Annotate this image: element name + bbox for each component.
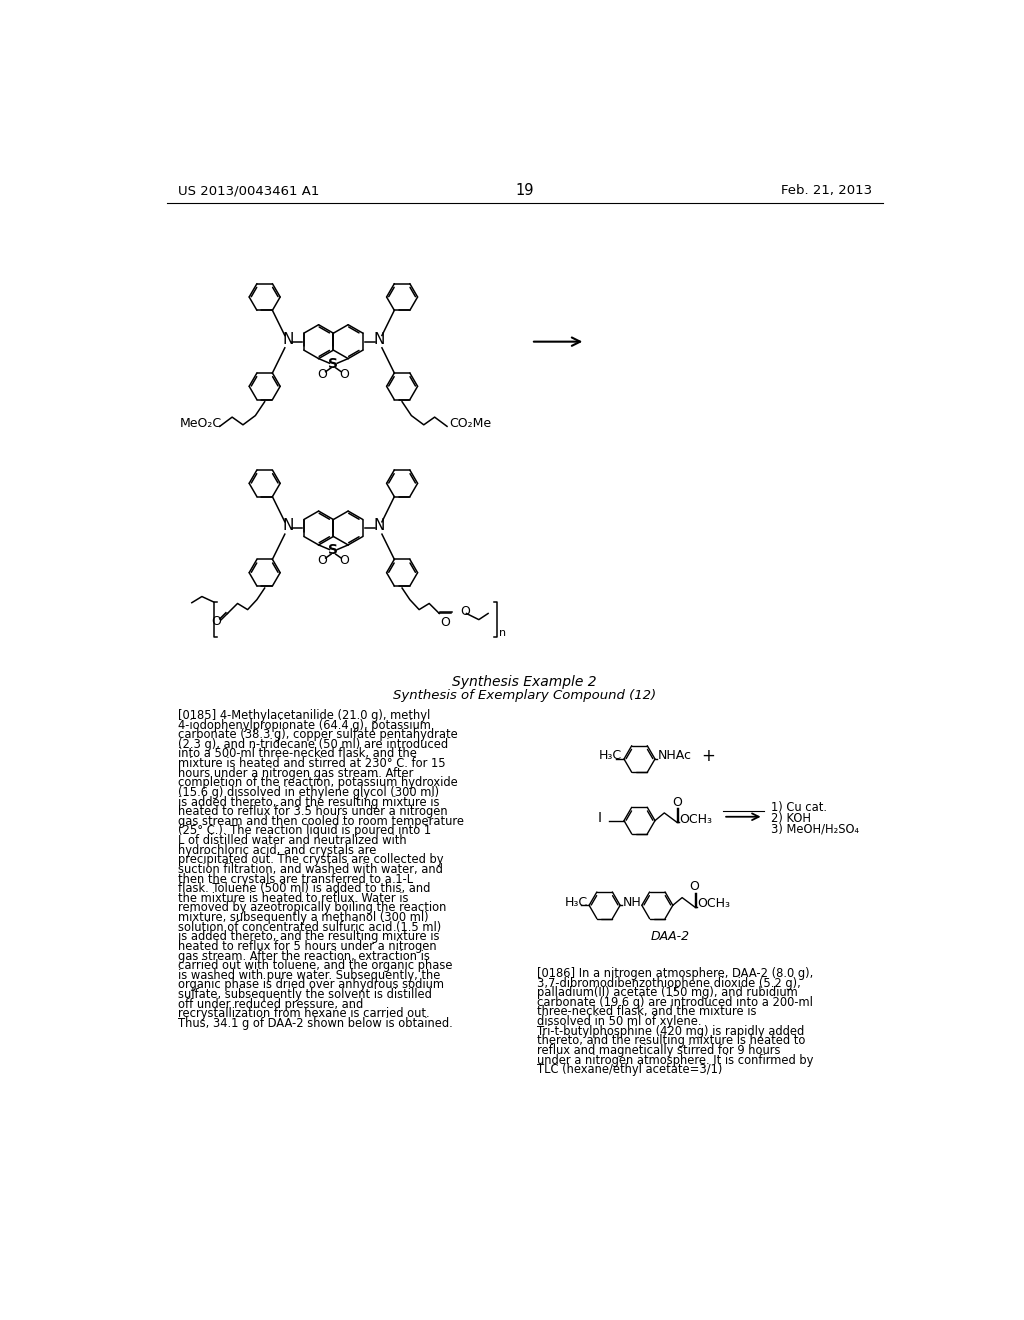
Text: H₃C: H₃C [564,896,588,908]
Text: OCH₃: OCH₃ [697,898,730,911]
Text: the mixture is heated to reflux. Water is: the mixture is heated to reflux. Water i… [178,892,409,904]
Text: NH: NH [623,896,641,908]
Text: (15.6 g) dissolved in ethylene glycol (300 ml): (15.6 g) dissolved in ethylene glycol (3… [178,785,439,799]
Text: O: O [339,367,349,380]
Text: N: N [373,331,385,347]
Text: 2) KOH: 2) KOH [771,812,811,825]
Text: hydrochloric acid, and crystals are: hydrochloric acid, and crystals are [178,843,377,857]
Text: carbonate (38.3 g), copper sulfate pentahydrate: carbonate (38.3 g), copper sulfate penta… [178,729,458,742]
Text: I: I [597,810,601,825]
Text: recrystallization from hexane is carried out.: recrystallization from hexane is carried… [178,1007,430,1020]
Text: [0185] 4-Methylacetanilide (21.0 g), methyl: [0185] 4-Methylacetanilide (21.0 g), met… [178,709,431,722]
Text: O: O [211,615,221,628]
Text: thereto, and the resulting mixture is heated to: thereto, and the resulting mixture is he… [538,1035,806,1047]
Text: carbonate (19.6 g) are introduced into a 200-ml: carbonate (19.6 g) are introduced into a… [538,995,813,1008]
Text: organic phase is dried over anhydrous sodium: organic phase is dried over anhydrous so… [178,978,444,991]
Text: gas stream. After the reaction, extraction is: gas stream. After the reaction, extracti… [178,949,430,962]
Text: is washed with pure water. Subsequently, the: is washed with pure water. Subsequently,… [178,969,440,982]
Text: S: S [329,356,338,371]
Text: N: N [373,519,385,533]
Text: flask. Toluene (500 ml) is added to this, and: flask. Toluene (500 ml) is added to this… [178,882,431,895]
Text: N: N [283,331,294,347]
Text: mixture, subsequently a methanol (300 ml): mixture, subsequently a methanol (300 ml… [178,911,429,924]
Text: Synthesis Example 2: Synthesis Example 2 [453,675,597,689]
Text: S: S [329,544,338,557]
Text: sulfate, subsequently the solvent is distilled: sulfate, subsequently the solvent is dis… [178,989,432,1001]
Text: O: O [672,796,682,809]
Text: gas stream and then cooled to room temperature: gas stream and then cooled to room tempe… [178,814,464,828]
Text: solution of concentrated sulfuric acid (1.5 ml): solution of concentrated sulfuric acid (… [178,921,441,933]
Text: O: O [317,367,328,380]
Text: precipitated out. The crystals are collected by: precipitated out. The crystals are colle… [178,853,443,866]
Text: under a nitrogen atmosphere. It is confirmed by: under a nitrogen atmosphere. It is confi… [538,1053,814,1067]
Text: palladium(II) acetate (150 mg), and rubidium: palladium(II) acetate (150 mg), and rubi… [538,986,798,999]
Text: mixture is heated and stirred at 230° C. for 15: mixture is heated and stirred at 230° C.… [178,758,446,770]
Text: MeO₂C: MeO₂C [179,417,221,430]
Text: Synthesis of Exemplary Compound (12): Synthesis of Exemplary Compound (12) [393,689,656,702]
Text: Tri-t-butylphosphine (420 mg) is rapidly added: Tri-t-butylphosphine (420 mg) is rapidly… [538,1024,805,1038]
Text: US 2013/0043461 A1: US 2013/0043461 A1 [178,185,319,197]
Text: H₃C: H₃C [599,750,623,763]
Text: O: O [440,616,451,630]
Text: is added thereto, and the resulting mixture is: is added thereto, and the resulting mixt… [178,796,440,809]
Text: DAA-2: DAA-2 [651,929,690,942]
Text: O: O [460,605,470,618]
Text: (2.3 g), and n-tridecane (50 ml) are introduced: (2.3 g), and n-tridecane (50 ml) are int… [178,738,449,751]
Text: suction filtration, and washed with water, and: suction filtration, and washed with wate… [178,863,443,876]
Text: 3) MeOH/H₂SO₄: 3) MeOH/H₂SO₄ [771,822,859,836]
Text: heated to reflux for 3.5 hours under a nitrogen: heated to reflux for 3.5 hours under a n… [178,805,449,818]
Text: reflux and magnetically stirred for 9 hours: reflux and magnetically stirred for 9 ho… [538,1044,780,1057]
Text: O: O [689,880,699,894]
Text: O: O [317,554,328,566]
Text: Feb. 21, 2013: Feb. 21, 2013 [781,185,872,197]
Text: 3,7-dibromodibenzothiophene dioxide (5.2 g),: 3,7-dibromodibenzothiophene dioxide (5.2… [538,977,801,990]
Text: three-necked flask, and the mixture is: three-necked flask, and the mixture is [538,1006,757,1019]
Text: completion of the reaction, potassium hydroxide: completion of the reaction, potassium hy… [178,776,458,789]
Text: OCH₃: OCH₃ [679,813,712,825]
Text: [0186] In a nitrogen atmosphere, DAA-2 (8.0 g),: [0186] In a nitrogen atmosphere, DAA-2 (… [538,966,813,979]
Text: 1) Cu cat.: 1) Cu cat. [771,801,827,814]
Text: carried out with toluene, and the organic phase: carried out with toluene, and the organi… [178,960,453,973]
Text: 4-iodophenylpropionate (64.4 g), potassium: 4-iodophenylpropionate (64.4 g), potassi… [178,718,431,731]
Text: heated to reflux for 5 hours under a nitrogen: heated to reflux for 5 hours under a nit… [178,940,437,953]
Text: N: N [283,519,294,533]
Text: into a 500-ml three-necked flask, and the: into a 500-ml three-necked flask, and th… [178,747,417,760]
Text: L of distilled water and neutralized with: L of distilled water and neutralized wit… [178,834,407,847]
Text: O: O [339,554,349,566]
Text: n: n [499,628,506,639]
Text: CO₂Me: CO₂Me [450,417,492,430]
Text: dissolved in 50 ml of xylene.: dissolved in 50 ml of xylene. [538,1015,701,1028]
Text: off under reduced pressure, and: off under reduced pressure, and [178,998,364,1011]
Text: TLC (hexane/ethyl acetate=3/1): TLC (hexane/ethyl acetate=3/1) [538,1063,723,1076]
Text: NHAc: NHAc [657,750,691,763]
Text: then the crystals are transferred to a 1-L: then the crystals are transferred to a 1… [178,873,414,886]
Text: removed by azeotropically boiling the reaction: removed by azeotropically boiling the re… [178,902,446,915]
Text: +: + [700,747,715,764]
Text: 19: 19 [515,183,535,198]
Text: (25° C.). The reaction liquid is poured into 1: (25° C.). The reaction liquid is poured … [178,825,431,837]
Text: Thus, 34.1 g of DAA-2 shown below is obtained.: Thus, 34.1 g of DAA-2 shown below is obt… [178,1016,454,1030]
Text: is added thereto, and the resulting mixture is: is added thereto, and the resulting mixt… [178,931,440,944]
Text: hours under a nitrogen gas stream. After: hours under a nitrogen gas stream. After [178,767,414,780]
